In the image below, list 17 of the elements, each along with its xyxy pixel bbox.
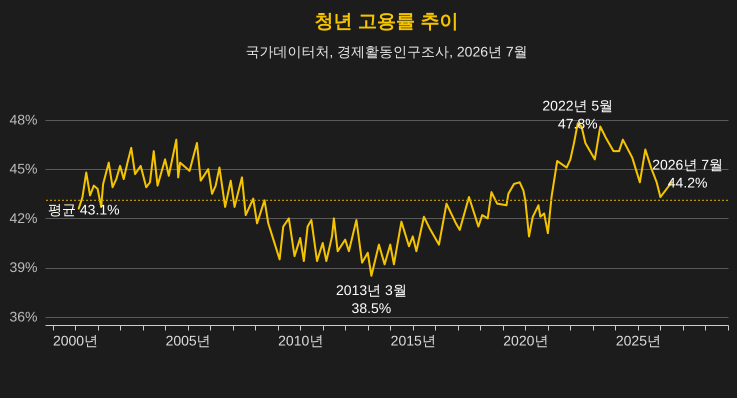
x-tick-label: 2005년	[166, 332, 211, 348]
y-tick-label: 48%	[9, 112, 38, 128]
y-tick-label: 42%	[9, 210, 38, 226]
x-tick-label: 2015년	[390, 332, 436, 348]
ref-line-label: 평균 43.1%	[48, 201, 120, 218]
x-tick-label: 2010년	[278, 332, 324, 348]
annotation: 2026년 7월 44.2%	[652, 156, 724, 190]
x-tick-label: 2025년	[616, 332, 662, 348]
x-tick-label: 2020년	[503, 332, 548, 348]
y-tick-label: 36%	[9, 308, 38, 324]
chart-title: 청년 고용률 추이	[314, 11, 458, 32]
x-tick-label: 2000년	[52, 332, 98, 348]
annotation: 2013년 3월 38.5%	[336, 282, 407, 316]
annotation: 2022년 5월 47.8%	[542, 97, 614, 132]
y-tick-label: 39%	[9, 259, 38, 276]
chart-subtitle: 국가데이터처, 경제활동인구조사, 2026년 7월	[245, 43, 528, 60]
y-tick-label: 45%	[9, 160, 38, 177]
